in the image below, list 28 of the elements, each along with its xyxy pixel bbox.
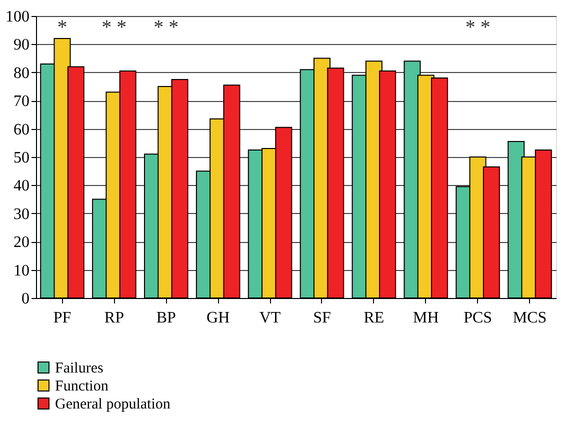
legend-label: Function — [55, 378, 109, 394]
legend-label: General population — [55, 396, 171, 412]
y-tick-label: 60 — [14, 121, 30, 138]
x-tick-label: PCS — [464, 310, 492, 326]
annotation: * * — [102, 16, 127, 38]
x-tick-label: VT — [259, 310, 281, 326]
legend-label: Failures — [55, 360, 104, 376]
annotation: * — [57, 16, 68, 38]
y-tick-label: 70 — [14, 93, 30, 110]
y-tick-label: 90 — [14, 36, 30, 54]
x-tick-label: RE — [364, 310, 384, 326]
y-tick-label: 30 — [14, 206, 30, 223]
y-tick-label: 10 — [14, 262, 30, 280]
x-tick-label: MCS — [512, 310, 547, 326]
y-tick-label: 20 — [14, 234, 30, 252]
annotation: * * — [154, 16, 179, 38]
x-tick-label: BP — [156, 310, 176, 326]
x-tick-label: PF — [53, 310, 72, 326]
x-tick-label: MH — [412, 310, 440, 326]
y-tick-label: 50 — [14, 150, 30, 166]
x-tick-label: RP — [104, 310, 124, 326]
y-tick-label: 100 — [6, 8, 30, 26]
y-tick-label: 0 — [22, 290, 30, 308]
x-tick-label: SF — [313, 310, 331, 326]
y-tick-label: 40 — [14, 178, 30, 195]
annotation: * * — [465, 16, 490, 38]
x-tick-label: GH — [206, 310, 230, 326]
y-tick-label: 80 — [14, 64, 30, 82]
